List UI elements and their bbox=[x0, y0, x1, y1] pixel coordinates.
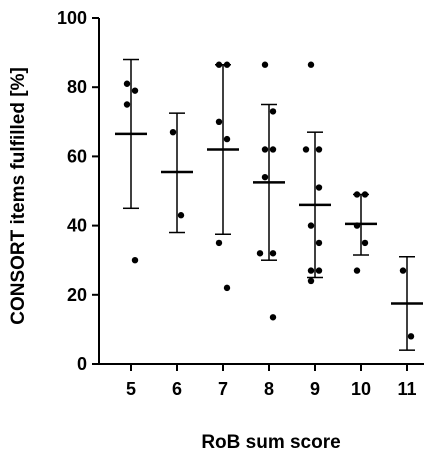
group-6 bbox=[161, 112, 193, 234]
data-point bbox=[215, 118, 223, 126]
group-10 bbox=[345, 191, 377, 274]
x-tick-label: 7 bbox=[218, 379, 228, 399]
data-point bbox=[269, 146, 277, 153]
data-point bbox=[399, 267, 407, 274]
data-point bbox=[223, 135, 231, 143]
y-tick-label: 40 bbox=[67, 216, 87, 236]
data-point bbox=[123, 80, 131, 87]
y-axis: 0 20 40 60 80 100 bbox=[57, 8, 100, 374]
data-point bbox=[215, 239, 223, 247]
data-point bbox=[269, 250, 277, 257]
data-point bbox=[302, 146, 310, 153]
y-tick-label: 60 bbox=[67, 146, 87, 166]
x-tick-label: 11 bbox=[397, 379, 416, 399]
data-point bbox=[177, 212, 185, 219]
data-point bbox=[407, 333, 415, 340]
y-tick-label: 80 bbox=[67, 77, 87, 97]
data-point bbox=[307, 267, 315, 274]
data-point bbox=[269, 314, 277, 321]
x-tick-label: 9 bbox=[310, 379, 320, 399]
data-point bbox=[123, 101, 131, 108]
x-tick-label: 10 bbox=[351, 379, 371, 399]
data-point bbox=[353, 191, 361, 198]
data-point bbox=[315, 146, 323, 153]
data-point bbox=[223, 61, 231, 68]
data-point bbox=[269, 108, 277, 115]
y-tick-label: 20 bbox=[67, 285, 87, 305]
group-5 bbox=[115, 58, 147, 264]
data-point bbox=[169, 128, 177, 136]
data-point bbox=[353, 222, 361, 229]
group-8 bbox=[253, 61, 285, 321]
x-axis-title: RoB sum score bbox=[201, 432, 340, 453]
data-point bbox=[261, 61, 269, 68]
data-point bbox=[315, 267, 323, 274]
data-point bbox=[223, 284, 231, 292]
x-tick-label: 6 bbox=[172, 379, 182, 399]
x-tick-label: 8 bbox=[264, 379, 274, 399]
plot-area bbox=[115, 58, 423, 351]
data-point bbox=[215, 61, 223, 68]
y-tick-label: 0 bbox=[77, 354, 87, 374]
group-11 bbox=[391, 255, 423, 351]
data-point bbox=[131, 87, 139, 94]
group-7 bbox=[207, 61, 239, 292]
y-tick-label: 100 bbox=[57, 8, 87, 28]
x-tick-label: 5 bbox=[126, 379, 136, 399]
data-point bbox=[307, 277, 315, 285]
data-point bbox=[361, 191, 369, 198]
data-point bbox=[256, 250, 264, 257]
data-point bbox=[315, 184, 323, 191]
data-point bbox=[307, 61, 315, 68]
x-axis: 5 6 7 8 9 10 11 bbox=[98, 363, 424, 399]
data-point bbox=[131, 257, 139, 264]
data-point bbox=[361, 239, 369, 247]
data-point bbox=[307, 222, 315, 229]
data-point bbox=[315, 239, 323, 247]
data-point bbox=[261, 146, 269, 153]
data-point bbox=[353, 267, 361, 274]
y-axis-title: CONSORT items fulfilled [%] bbox=[8, 67, 29, 325]
data-point bbox=[261, 173, 269, 181]
group-9 bbox=[299, 61, 331, 285]
